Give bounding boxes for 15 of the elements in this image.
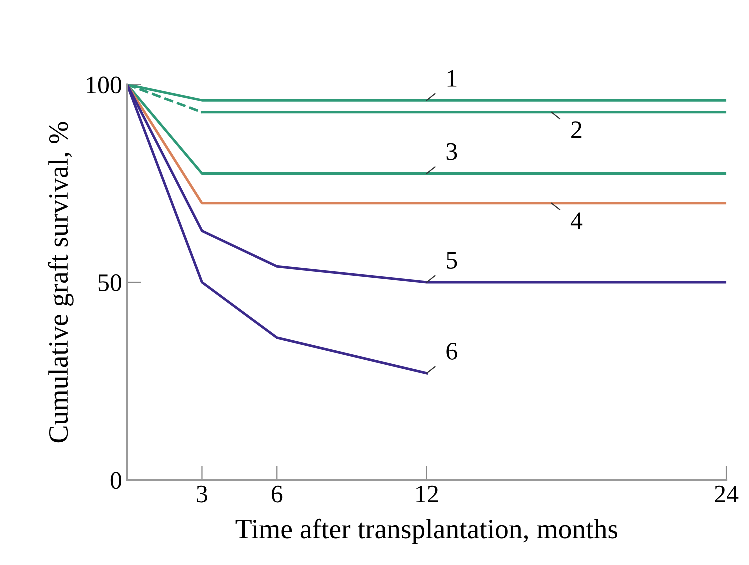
y-tick-label: 0: [110, 472, 122, 490]
series-label: 1: [448, 70, 457, 87]
y-axis-title: Cumulative graft survival, %: [48, 122, 74, 443]
series-label: 5: [447, 252, 458, 269]
series-label: 3: [446, 143, 458, 160]
x-tick-label: 6: [272, 486, 283, 503]
series-label: 2: [572, 122, 582, 138]
x-axis-title: Time after transplantation, months: [236, 518, 618, 544]
series-label: 6: [446, 343, 458, 360]
x-tick-label: 24: [715, 486, 739, 502]
y-tick-label: 50: [98, 274, 122, 292]
y-tick-label: 100: [87, 76, 122, 94]
series-label: 4: [570, 212, 583, 230]
x-tick-label: 12: [416, 486, 438, 502]
x-tick-label: 3: [197, 486, 208, 503]
